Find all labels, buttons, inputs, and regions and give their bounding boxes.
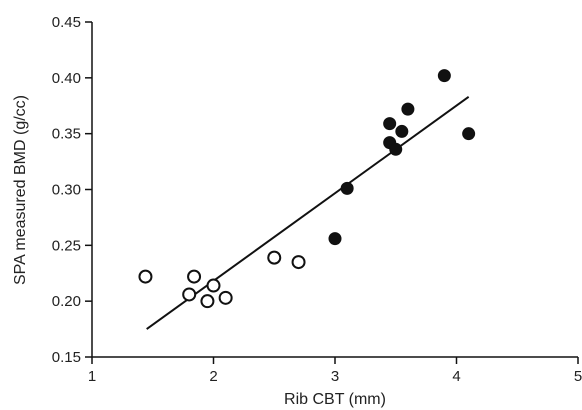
filled-data-point [328, 232, 342, 246]
filled-data-point [389, 142, 403, 156]
open-data-point [267, 250, 282, 265]
open-data-point [138, 269, 153, 284]
x-axis-label: Rib CBT (mm) [284, 391, 386, 408]
x-tick-label: 5 [574, 368, 582, 385]
regression-line [146, 96, 470, 330]
y-tick-label: 0.30 [52, 182, 81, 199]
y-tick-label: 0.40 [52, 70, 81, 87]
y-axis: 0.15 0.20 0.25 0.30 0.35 0.40 0.45 [52, 14, 93, 366]
x-axis: 1 2 3 4 5 [88, 356, 582, 385]
filled-data-point [401, 102, 415, 116]
filled-data-point [462, 127, 476, 141]
y-tick-label: 0.25 [52, 237, 81, 254]
y-tick-label: 0.35 [52, 126, 81, 143]
x-tick-label: 2 [209, 368, 217, 385]
filled-data-point [340, 181, 354, 195]
filled-data-point [383, 117, 397, 131]
open-data-point [291, 255, 306, 270]
open-data-point [206, 278, 221, 293]
open-data-point [200, 294, 215, 309]
y-axis-label: SPA measured BMD (g/cc) [12, 95, 29, 285]
x-tick-label: 3 [331, 368, 339, 385]
filled-data-point [437, 69, 451, 83]
y-tick-label: 0.15 [52, 349, 81, 366]
filled-data-point [395, 124, 409, 138]
open-data-point [182, 287, 197, 302]
open-data-point [187, 269, 202, 284]
x-tick-label: 4 [452, 368, 460, 385]
data-points [138, 69, 476, 309]
y-tick-label: 0.45 [52, 14, 81, 31]
y-tick-label: 0.20 [52, 293, 81, 310]
x-tick-label: 1 [88, 368, 96, 385]
open-data-point [218, 290, 233, 305]
